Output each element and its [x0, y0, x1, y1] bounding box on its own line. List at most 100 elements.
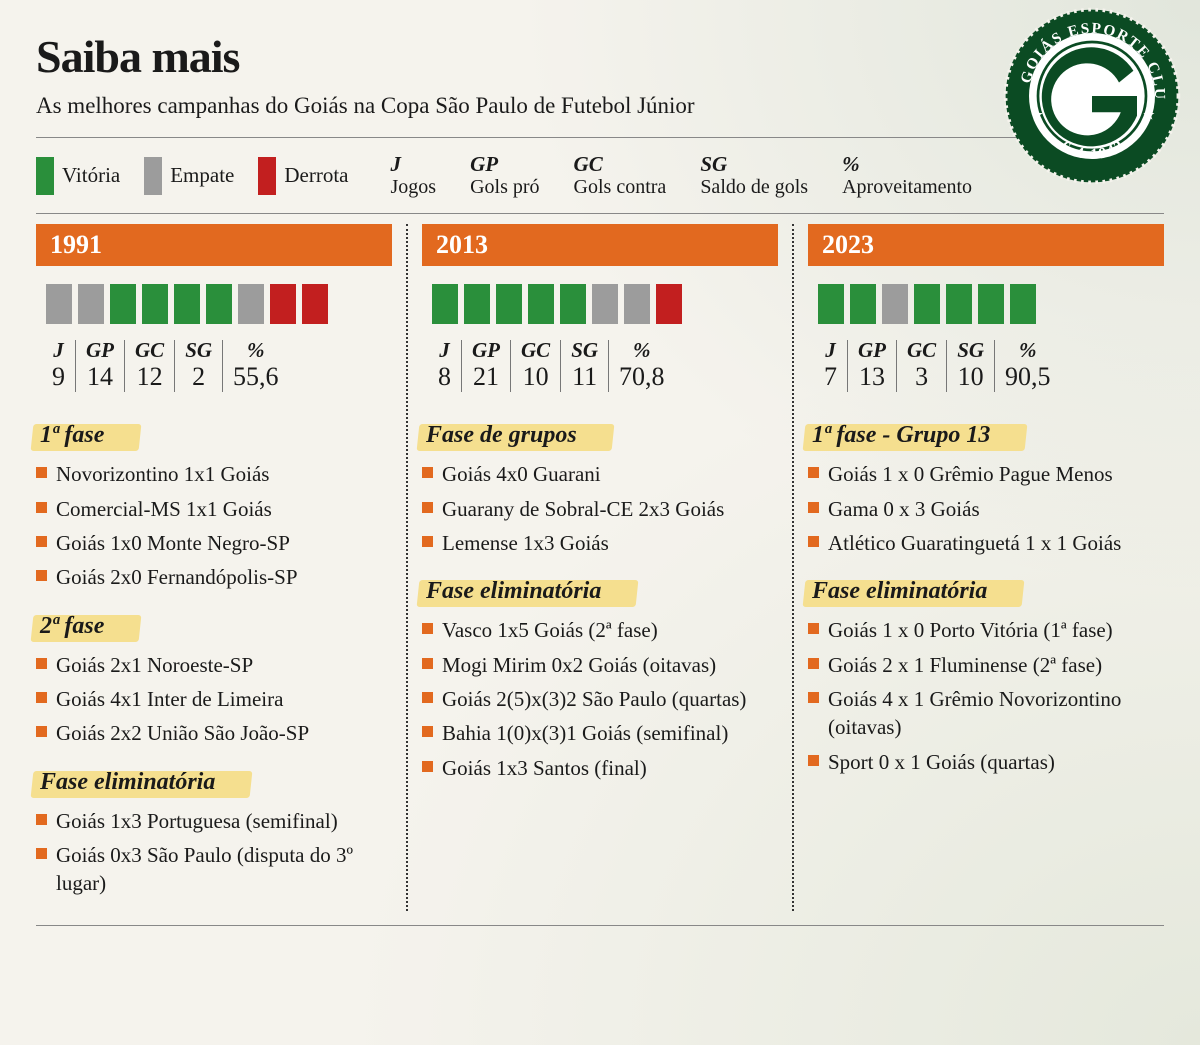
match-item: Goiás 2x2 União São João-SP [36, 716, 392, 750]
result-block-loss [656, 284, 682, 324]
result-block-win [110, 284, 136, 324]
legend-label: Empate [170, 163, 234, 188]
result-block-win [432, 284, 458, 324]
match-item: Goiás 4 x 1 Grêmio Novorizontino (oitava… [808, 682, 1164, 745]
campaign-2013: 2013 J8GP21GC10SG11%70,8 Fase de grupos Goi… [408, 224, 794, 911]
result-block-draw [592, 284, 618, 324]
stat-GP: GP13 [848, 340, 897, 392]
match-list: Novorizontino 1x1 GoiásComercial-MS 1x1 … [36, 457, 392, 604]
result-block-win [560, 284, 586, 324]
match-item: Goiás 1 x 0 Grêmio Pague Menos [808, 457, 1164, 491]
match-item: Goiás 4x0 Guarani [422, 457, 778, 491]
match-item: Gama 0 x 3 Goiás [808, 492, 1164, 526]
stats-row: J9GP14GC12SG2%55,6 [36, 340, 392, 392]
result-block-draw [624, 284, 650, 324]
result-block-draw [238, 284, 264, 324]
result-block-win [978, 284, 1004, 324]
stat-J: J7 [814, 340, 848, 392]
result-block-draw [78, 284, 104, 324]
legend-label: Derrota [284, 163, 348, 188]
stat-GC: GC3 [897, 340, 947, 392]
result-block-draw [882, 284, 908, 324]
legend-def: %Aproveitamento [842, 152, 972, 199]
result-block-win [142, 284, 168, 324]
match-list: Goiás 1 x 0 Porto Vitória (1ª fase)Goiás… [808, 613, 1164, 789]
match-item: Lemense 1x3 Goiás [422, 526, 778, 560]
stats-row: J7GP13GC3SG10%90,5 [808, 340, 1164, 392]
divider [36, 925, 1164, 926]
stat-SG: SG10 [947, 340, 995, 392]
legend: VitóriaEmpateDerrotaJJogosGPGols próGCGo… [36, 138, 1164, 213]
match-list: Vasco 1x5 Goiás (2ª fase)Mogi Mirim 0x2 … [422, 613, 778, 795]
stat-GC: GC10 [511, 340, 561, 392]
match-list: Goiás 4x0 GuaraniGuarany de Sobral-CE 2x… [422, 457, 778, 570]
page-title: Saiba mais [36, 30, 1164, 83]
match-item: Mogi Mirim 0x2 Goiás (oitavas) [422, 648, 778, 682]
phase-title: 1ª fase [36, 420, 110, 451]
match-item: Vasco 1x5 Goiás (2ª fase) [422, 613, 778, 647]
legend-def: SGSaldo de gols [700, 152, 808, 199]
campaign-2023: 2023 J7GP13GC3SG10%90,5 1ª fase - Grupo 13… [794, 224, 1164, 911]
legend-definitions: JJogos GPGols pró GCGols contra SGSaldo de … [391, 152, 973, 199]
match-list: Goiás 2x1 Noroeste-SPGoiás 4x1 Inter de … [36, 648, 392, 761]
result-block-draw [46, 284, 72, 324]
result-block-win [206, 284, 232, 324]
result-block-win [818, 284, 844, 324]
match-item: Goiás 1x3 Portuguesa (semifinal) [36, 804, 392, 838]
stat-SG: SG11 [561, 340, 609, 392]
phase-title: 2ª fase [36, 611, 110, 642]
stat-GP: GP21 [462, 340, 511, 392]
club-logo: GOIÁS ESPORTE CLUBE 6-4-1943 ★ ★ [1002, 6, 1182, 186]
match-item: Goiás 4x1 Inter de Limeira [36, 682, 392, 716]
campaign-1991: 1991 J9GP14GC12SG2%55,6 1ª fase Novorizonti… [36, 224, 408, 911]
stat-J: J9 [42, 340, 76, 392]
result-blocks [808, 284, 1164, 324]
result-blocks [422, 284, 778, 324]
stat-GC: GC12 [125, 340, 175, 392]
legend-def: GCGols contra [574, 152, 667, 199]
match-item: Bahia 1(0)x(3)1 Goiás (semifinal) [422, 716, 778, 750]
result-block-win [496, 284, 522, 324]
svg-text:★: ★ [1142, 107, 1155, 123]
phase-title: Fase eliminatória [808, 576, 993, 607]
legend-def: JJogos [391, 152, 437, 199]
phase-title: 1ª fase - Grupo 13 [808, 420, 996, 451]
match-item: Guarany de Sobral-CE 2x3 Goiás [422, 492, 778, 526]
stat-SG: SG2 [175, 340, 223, 392]
year-header: 1991 [36, 224, 392, 266]
result-block-win [946, 284, 972, 324]
legend-def: GPGols pró [470, 152, 539, 199]
match-item: Goiás 2 x 1 Fluminense (2ª fase) [808, 648, 1164, 682]
phase-title: Fase de grupos [422, 420, 583, 451]
stat-GP: GP14 [76, 340, 125, 392]
year-header: 2013 [422, 224, 778, 266]
match-item: Atlético Guaratinguetá 1 x 1 Goiás [808, 526, 1164, 560]
stat-%: %90,5 [995, 340, 1061, 392]
match-item: Sport 0 x 1 Goiás (quartas) [808, 745, 1164, 779]
stats-row: J8GP21GC10SG11%70,8 [422, 340, 778, 392]
stat-%: %55,6 [223, 340, 289, 392]
match-item: Goiás 1 x 0 Porto Vitória (1ª fase) [808, 613, 1164, 647]
match-item: Goiás 1x3 Santos (final) [422, 751, 778, 785]
campaigns-columns: 1991 J9GP14GC12SG2%55,6 1ª fase Novorizonti… [36, 224, 1164, 911]
match-item: Goiás 2x1 Noroeste-SP [36, 648, 392, 682]
result-block-win [914, 284, 940, 324]
match-list: Goiás 1 x 0 Grêmio Pague MenosGama 0 x 3… [808, 457, 1164, 570]
result-block-loss [270, 284, 296, 324]
result-block-loss [302, 284, 328, 324]
match-item: Goiás 2x0 Fernandópolis-SP [36, 560, 392, 594]
draw-swatch [144, 157, 162, 195]
match-item: Novorizontino 1x1 Goiás [36, 457, 392, 491]
match-item: Goiás 2(5)x(3)2 São Paulo (quartas) [422, 682, 778, 716]
match-item: Goiás 1x0 Monte Negro-SP [36, 526, 392, 560]
legend-result-draw: Empate [144, 157, 234, 195]
result-block-win [174, 284, 200, 324]
phase-title: Fase eliminatória [422, 576, 607, 607]
match-item: Goiás 0x3 São Paulo (disputa do 3º lugar… [36, 838, 392, 901]
phase-title: Fase eliminatória [36, 767, 221, 798]
win-swatch [36, 157, 54, 195]
svg-text:★: ★ [1031, 107, 1044, 123]
result-block-win [850, 284, 876, 324]
year-header: 2023 [808, 224, 1164, 266]
match-item: Comercial-MS 1x1 Goiás [36, 492, 392, 526]
